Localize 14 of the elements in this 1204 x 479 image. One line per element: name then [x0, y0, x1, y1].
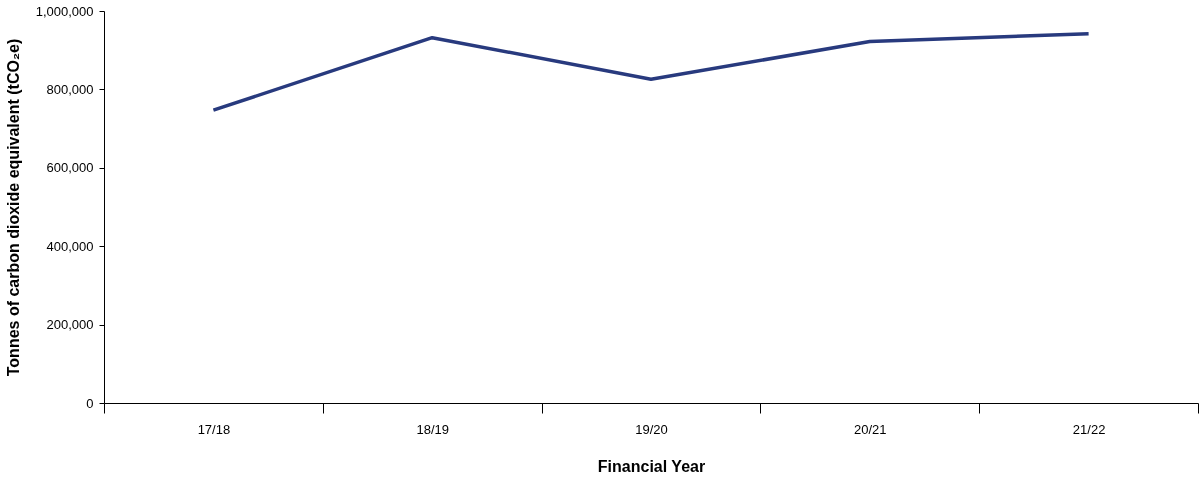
x-axis-title: Financial Year [597, 457, 706, 475]
x-tick-label: 20/21 [854, 421, 887, 437]
x-tick-label: 21/22 [1072, 421, 1106, 437]
y-tick-label: 200,000 [46, 317, 94, 333]
y-tick-label: 0 [86, 395, 94, 411]
y-tick-label: 800,000 [46, 81, 94, 97]
y-tick-label: 1,000,000 [35, 3, 94, 19]
y-axis-title: Tonnes of carbon dioxide equivalent (tCO₂e) [4, 38, 22, 377]
y-tick-label: 600,000 [46, 160, 94, 176]
line-series [211, 31, 1091, 112]
y-tick-label: 400,000 [46, 238, 94, 254]
x-tick-label: 18/19 [416, 421, 449, 437]
x-tick-label: 17/18 [197, 421, 231, 437]
x-tick-label: 19/20 [635, 421, 668, 437]
